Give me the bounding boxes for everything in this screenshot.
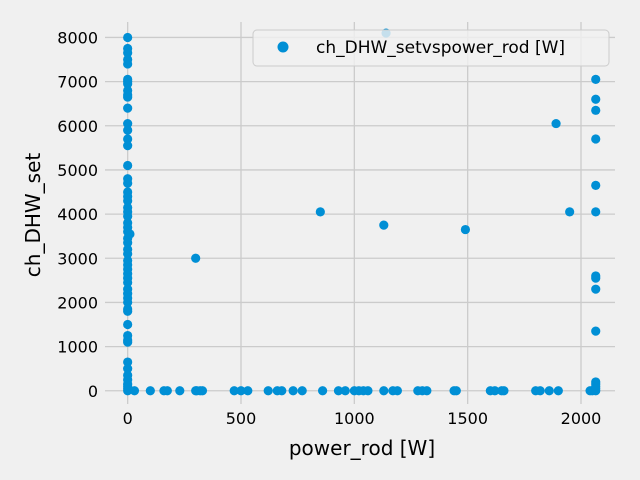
data-point (123, 134, 133, 144)
data-point (499, 386, 509, 396)
data-point (123, 141, 133, 151)
data-point (175, 386, 185, 396)
y-tick-label: 4000 (57, 205, 98, 224)
legend-marker (277, 41, 289, 53)
data-point (460, 224, 470, 235)
data-point (123, 249, 133, 259)
data-point (123, 211, 133, 221)
data-point (191, 253, 201, 263)
x-tick-label: 1500 (447, 409, 488, 428)
data-point (591, 134, 601, 144)
y-tick-label: 1000 (57, 338, 98, 357)
data-point (591, 94, 601, 104)
data-point (236, 386, 246, 396)
data-point (123, 48, 133, 58)
data-point (591, 284, 601, 294)
data-point (145, 386, 155, 396)
data-point (123, 79, 133, 89)
data-point (263, 386, 273, 396)
data-point (123, 297, 133, 308)
legend: ch_DHW_setvspower_rod [W] (252, 29, 610, 67)
data-point (333, 386, 344, 396)
data-point (490, 386, 500, 396)
data-point (379, 386, 389, 396)
data-point (315, 207, 325, 217)
data-point (591, 207, 601, 217)
data-point (318, 386, 328, 396)
x-tick-label: 1000 (334, 409, 375, 428)
data-point (123, 160, 133, 171)
data-point (123, 319, 133, 330)
data-point (565, 207, 575, 217)
x-tick-label: 500 (226, 409, 257, 428)
data-point (125, 229, 135, 239)
y-tick-labels: 0 1000 2000 3000 4000 5000 6000 7000 8000 (57, 28, 98, 400)
data-point (123, 92, 133, 102)
data-point (451, 386, 461, 396)
y-axis-label: ch_DHW_set (21, 153, 45, 278)
data-point (123, 386, 133, 396)
data-point (123, 32, 133, 43)
y-tick-label: 3000 (57, 249, 98, 268)
y-tick-label: 5000 (57, 161, 98, 180)
data-point (392, 386, 402, 396)
data-point (243, 386, 253, 396)
data-point (123, 337, 133, 347)
x-tick-label: 0 (123, 409, 133, 428)
data-point (162, 386, 172, 396)
data-point (591, 74, 601, 85)
plot-area (105, 22, 615, 404)
data-point (551, 118, 561, 129)
y-tick-label: 7000 (57, 73, 98, 92)
data-point (591, 326, 601, 336)
data-point (591, 273, 601, 283)
legend-box (252, 29, 610, 67)
data-points (123, 28, 601, 396)
data-point (123, 178, 133, 188)
x-tick-labels: 0 500 1000 1500 2000 (123, 409, 602, 428)
data-point (535, 386, 545, 396)
data-point (129, 386, 140, 396)
data-point (123, 277, 133, 288)
data-point (544, 386, 554, 396)
data-point (197, 386, 208, 396)
data-point (553, 386, 563, 396)
data-point (340, 386, 350, 396)
data-point (123, 364, 133, 374)
legend-label: ch_DHW_setvspower_rod [W] (316, 38, 565, 58)
data-point (123, 196, 133, 206)
data-point (288, 386, 298, 396)
y-tick-label: 2000 (57, 293, 98, 312)
data-point (229, 386, 239, 396)
data-point (591, 386, 601, 396)
data-point (123, 125, 133, 135)
x-axis-label: power_rod [W] (289, 436, 435, 460)
y-tick-label: 6000 (57, 117, 98, 136)
data-point (277, 386, 287, 396)
data-point (379, 220, 389, 230)
data-point (591, 180, 601, 190)
data-point (123, 59, 133, 69)
grid-lines (105, 22, 615, 404)
data-point (123, 357, 133, 367)
y-tick-label: 0 (88, 382, 98, 401)
data-point (297, 386, 307, 396)
data-point (123, 238, 133, 248)
data-point (591, 105, 601, 115)
data-point (123, 118, 133, 129)
data-point (123, 306, 133, 316)
x-tick-label: 2000 (561, 409, 602, 428)
data-point (422, 386, 432, 396)
y-tick-label: 8000 (57, 28, 98, 47)
data-point (123, 103, 133, 113)
data-point (363, 386, 373, 396)
